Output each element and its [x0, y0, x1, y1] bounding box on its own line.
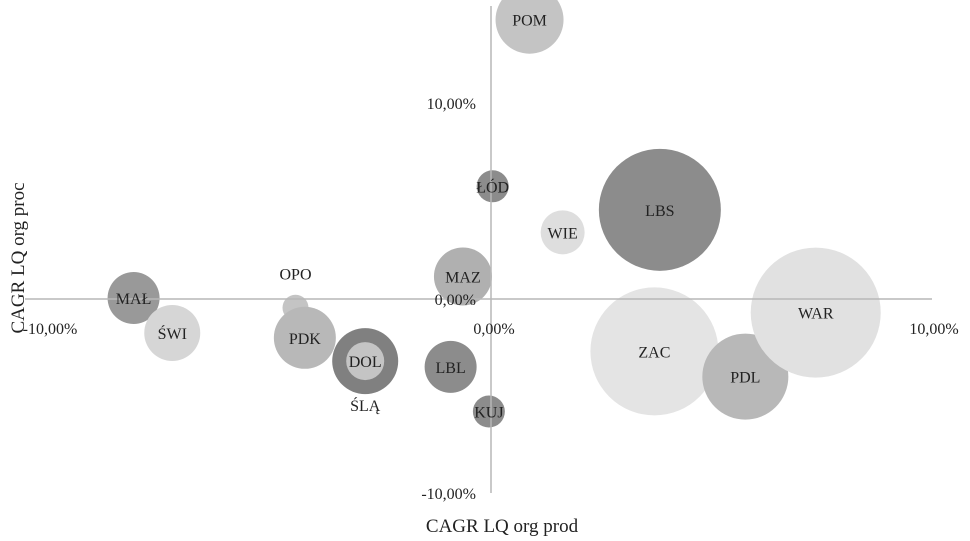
bubble-swi [144, 304, 201, 361]
bubble-label-pdk: PDK [289, 331, 321, 348]
bubble-war [750, 247, 881, 378]
x-tick-label: 0,00% [473, 321, 514, 338]
axes [25, 6, 932, 493]
bubble-lbl [424, 340, 477, 393]
bubble-lod [476, 170, 509, 203]
bubble-zac [590, 287, 719, 416]
bubble-label-lbs: LBS [645, 203, 674, 220]
bubble-kuj [472, 395, 505, 428]
bubble-label-kuj: KUJ [474, 405, 503, 422]
y-tick-label: 10,00% [427, 96, 476, 113]
bubble-label-zac: ZAC [638, 344, 670, 361]
x-tick-label: 10,00% [909, 321, 958, 338]
bubble-label-wie: WIE [548, 225, 578, 242]
bubble-mal [107, 272, 160, 325]
y-axis-title: CAGR LQ org proc [8, 182, 29, 333]
y-tick-label: 0,00% [435, 292, 476, 309]
bubble-lbs [598, 148, 721, 271]
bubble-wie [540, 210, 585, 255]
bubble-label-swi: ŚWI [158, 324, 187, 343]
bubble-label-pdl: PDL [730, 370, 760, 387]
bubble-label-pom: POM [512, 13, 547, 30]
bubble-label-lod: ŁÓD [476, 177, 509, 196]
bubble-pom [495, 0, 564, 54]
bubble-label-maz: MAZ [445, 269, 481, 286]
bubble-label-dol: DOL [349, 354, 382, 371]
bubble-label-war: WAR [798, 306, 834, 323]
bubble-layer [107, 0, 881, 428]
tick-labels: -10,00% 0,00% 10,00% 10,00% 0,00% -10,00% [23, 96, 959, 503]
bubble-label-lbl: LBL [436, 360, 466, 377]
bubble-pdk [273, 306, 336, 369]
bubble-maz [433, 247, 492, 306]
bubble-label-mal: MAŁ [116, 291, 152, 308]
x-tick-label: -10,00% [23, 321, 78, 338]
bubble-label-opo: OPO [279, 267, 311, 284]
bubble-label-sla: ŚLĄ [350, 396, 381, 415]
bubble-dol-inner [346, 342, 385, 381]
y-tick-label: -10,00% [421, 486, 476, 503]
x-axis-title: CAGR LQ org prod [426, 516, 579, 537]
bubble-labels: POM ŁÓD LBS WIE MAZ OPO MAŁ ŚWI PDK DOL ŚLĄ LBL KUJ Z… [116, 13, 834, 422]
